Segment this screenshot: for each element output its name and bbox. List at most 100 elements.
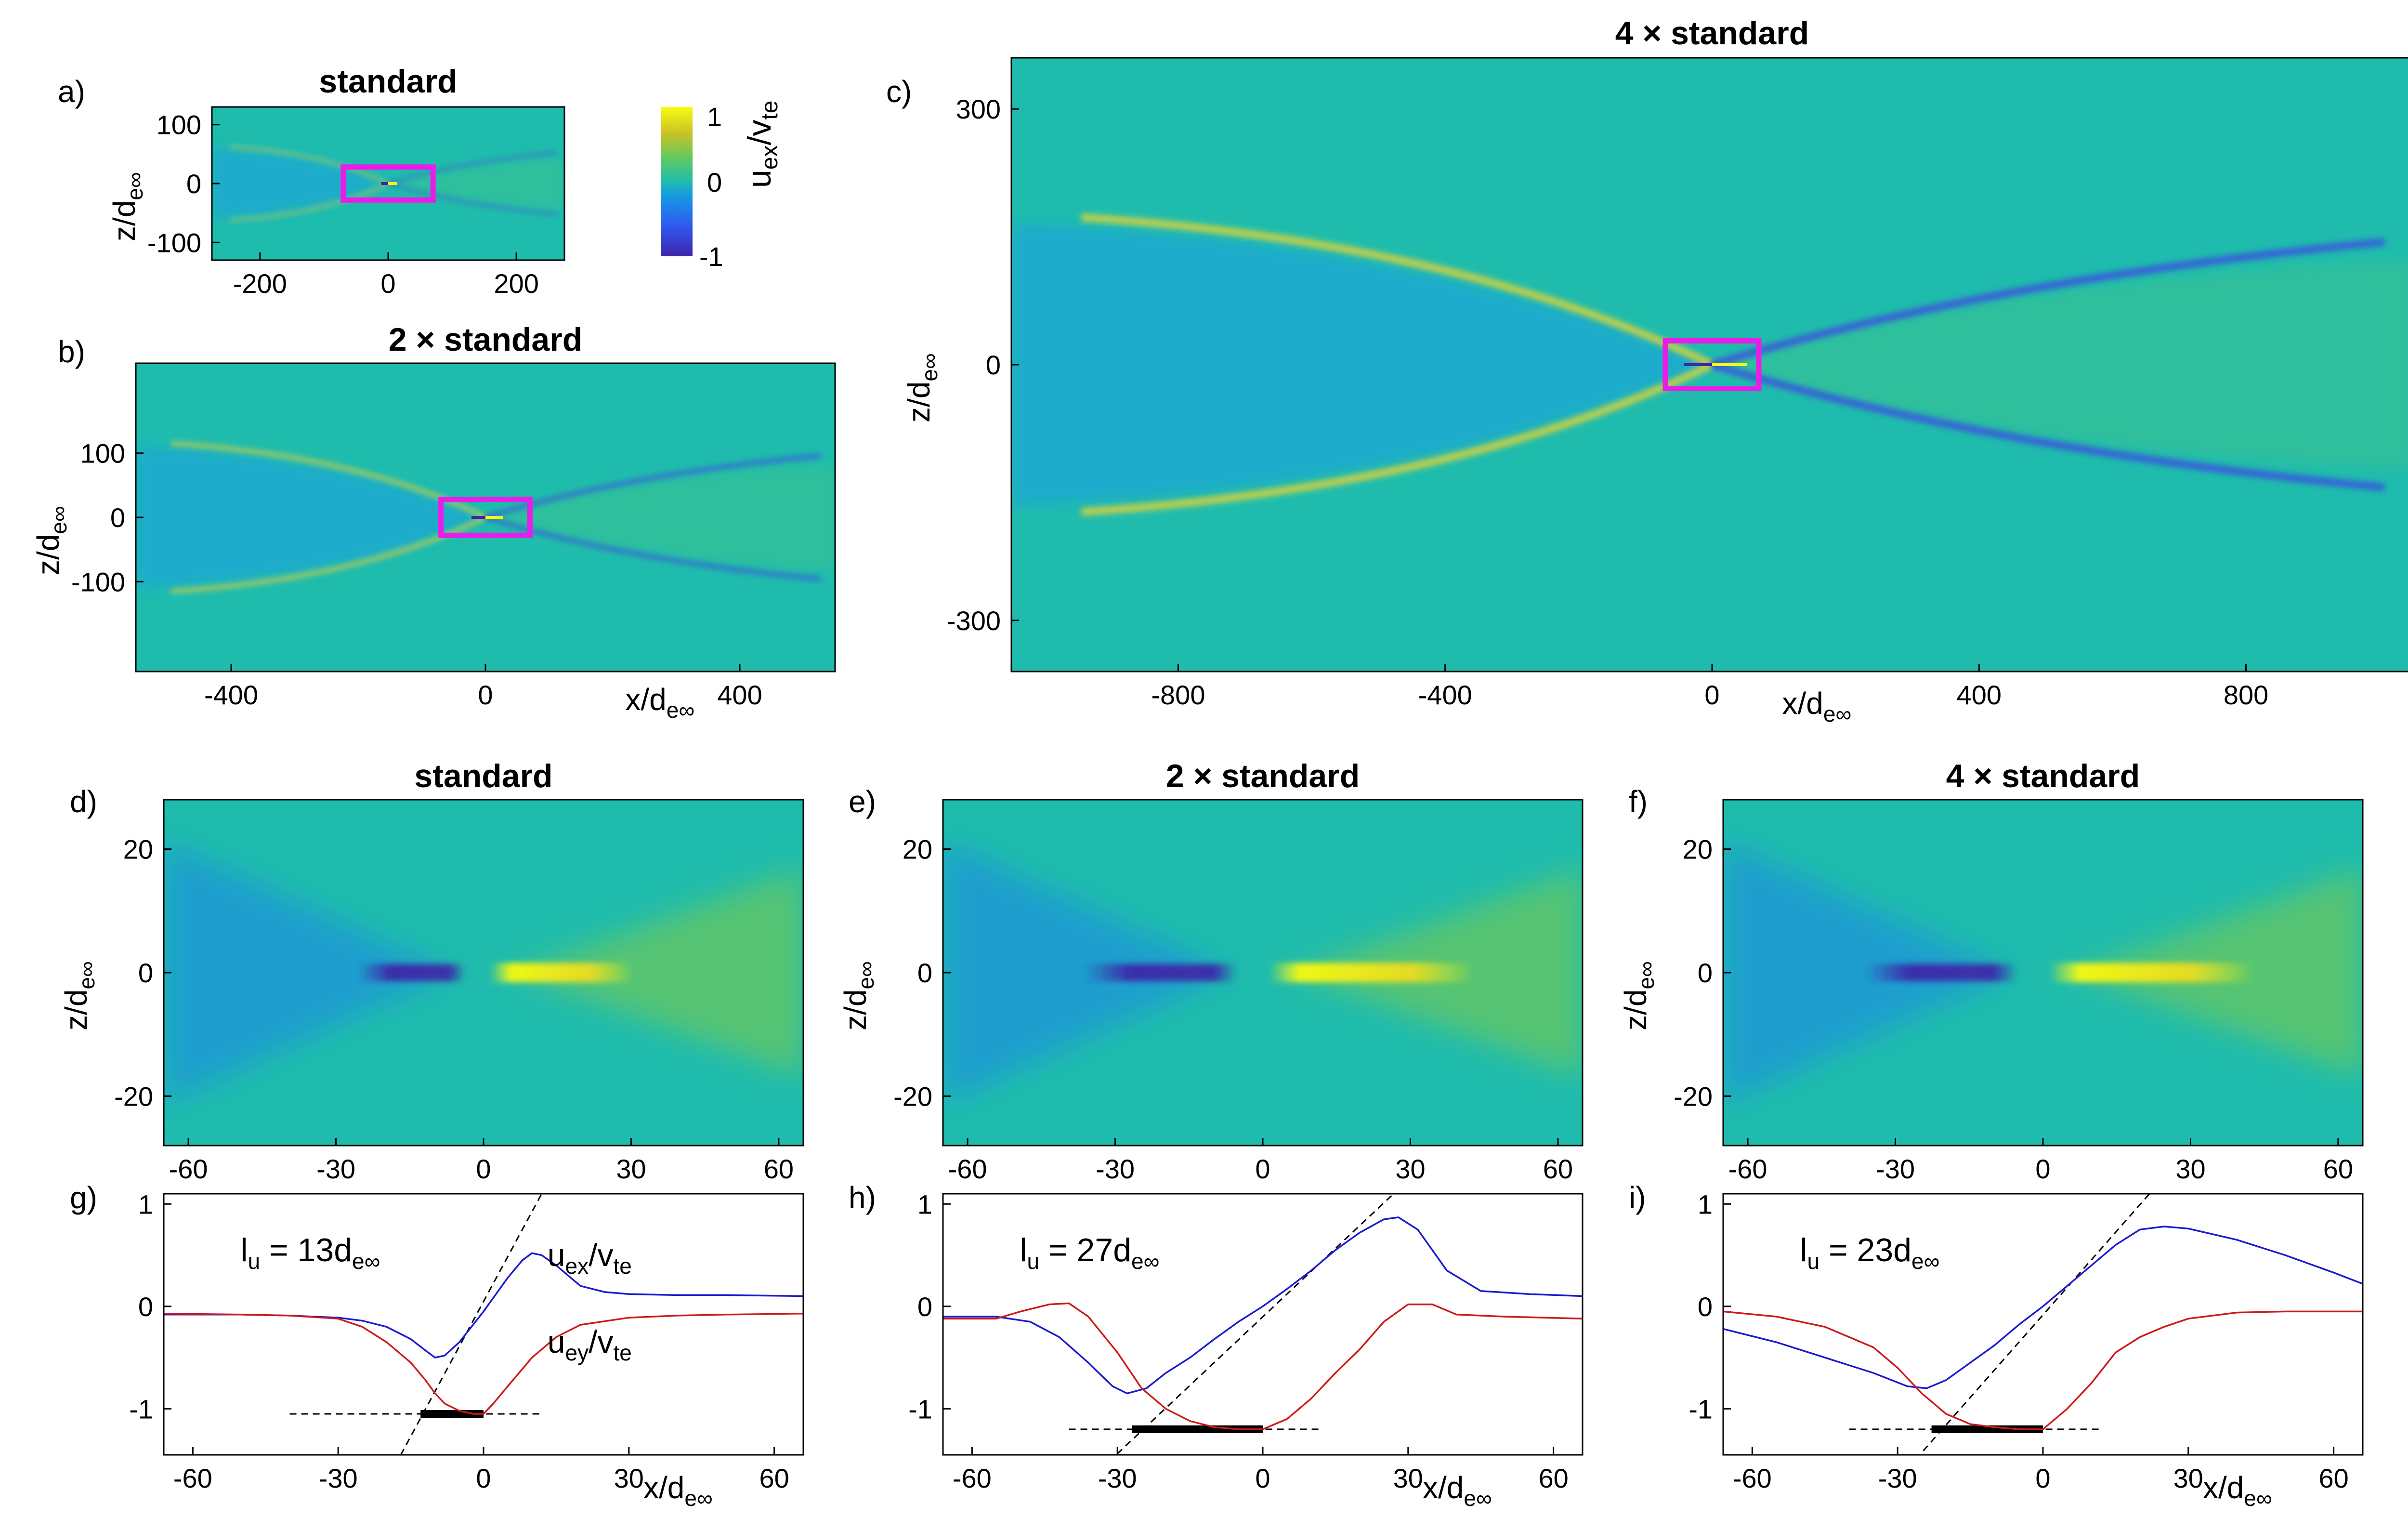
xtick-label: -30 [316,1154,355,1184]
panel-i: lu = 23de∞ -60 -30 0 30 60 1 0 -1 i) x/de∞ [1629,1180,2364,1511]
heatmap-c [1011,58,2408,672]
fit-line [1919,1194,2150,1455]
panel-label: a) [58,74,85,109]
panel-label: c) [886,74,912,109]
ytick-label: 0 [1698,958,1713,988]
x-axis-label: x/de∞ [2203,1470,2272,1511]
series-uey [164,1312,803,1415]
xtick-label: -400 [1418,680,1472,710]
xtick-label: 60 [759,1463,789,1493]
ytick-label: -1 [908,1394,932,1424]
lines-i [1723,1194,2363,1455]
xtick-label: 30 [1395,1154,1425,1184]
x-axis-label: x/de∞ [625,682,694,723]
outflow-region-right [485,465,835,570]
y-axis-label: z/de∞ [59,961,99,1030]
zoom-box [438,497,533,538]
xtick-label: 0 [478,680,493,710]
plot-background [943,1194,1583,1455]
plot-background [1723,1194,2363,1455]
panel-e: -60 -30 0 30 60 20 0 -20 e) 2 × standard z/de∞ [838,758,1584,1184]
series-uey [1723,1310,2363,1430]
jet-negative [1084,964,1237,981]
y-axis-label: z/de∞ [107,172,147,241]
lu-annotation: lu = 13de∞ [240,1232,380,1274]
y-axis-label: z/de∞ [902,353,942,422]
xtick-label: 0 [2035,1154,2050,1184]
ytick-label: 20 [123,834,153,865]
outflow-region-right [388,157,564,210]
jet-positive [388,182,397,185]
panel-a: -200 0 200 100 0 -100 a) standard z/de∞ [58,63,565,299]
xtick-label: 30 [616,1154,646,1184]
colorbar-tick-min: -1 [699,241,723,272]
panel-label: h) [849,1180,876,1215]
panel-label: g) [70,1180,97,1215]
outflow-region-left [212,148,388,219]
panel-f: -60 -30 0 30 60 20 0 -20 f) 4 × standard z/de∞ [1618,758,2364,1184]
xtick-label: -30 [319,1463,358,1493]
panel-g: lu = 13de∞ uex/vte uey/vte -60 -30 0 30 60 1 0 -1 g… [70,1180,804,1511]
outflow-region-left [1011,223,1712,506]
xtick-label: 0 [1704,680,1719,710]
xtick-label: -800 [1151,680,1205,710]
panel-label: i) [1629,1180,1646,1215]
panel-title: 2 × standard [1166,758,1360,794]
panel-title: 2 × standard [389,321,583,358]
curve-label-blue: uex/vte [548,1237,632,1279]
xtick-label: 400 [717,680,762,710]
series-uex [1723,1226,2363,1389]
xtick-label: 200 [494,268,538,299]
ytick-label: -1 [129,1394,153,1424]
colorbar-tick-max: 1 [707,102,722,132]
xtick-label: -60 [1733,1463,1772,1493]
ytick-label: 0 [1698,1292,1713,1322]
xtick-label: 0 [1255,1463,1270,1493]
panel-c: -800 -400 0 400 800 300 0 -300 c) 4 × standard z/d… [886,15,2408,726]
xtick-label: -30 [1096,1154,1135,1184]
heatmap-f [1723,800,2363,1146]
xtick-label: -30 [1098,1463,1137,1493]
colorbar-tick-zero: 0 [707,167,722,198]
ytick-label: 20 [1683,834,1713,865]
panel-label: b) [58,334,85,369]
lines-g [164,1194,803,1455]
xtick-label: 0 [380,268,395,299]
lu-annotation: lu = 27de∞ [1020,1232,1159,1274]
heatmap-b [136,363,835,672]
panel-h: lu = 27de∞ -60 -30 0 30 60 1 0 -1 h) x/de∞ [849,1180,1584,1511]
lu-annotation: lu = 23de∞ [1800,1232,1939,1274]
ytick-label: 0 [138,1292,153,1322]
zoom-box [340,164,436,203]
xtick-label: -60 [1728,1154,1767,1184]
inflow-wedge-left [164,841,452,1104]
jet-positive [2049,963,2254,982]
separatrix-lower-right [1711,361,2385,491]
xtick-label: -30 [1876,1154,1915,1184]
x-axis-label: x/de∞ [643,1470,713,1511]
lines-h [943,1194,1583,1455]
xtick-label: 30 [1393,1463,1423,1493]
xtick-label: 800 [2224,680,2268,710]
ytick-label: 0 [917,1292,932,1322]
xtick-label: -60 [953,1463,992,1493]
outflow-region-right [1712,260,2408,469]
ytick-label: 0 [138,958,153,988]
ytick-label: 0 [110,502,125,533]
panel-label: e) [849,784,876,819]
ytick-label: 100 [80,438,125,469]
panel-title: standard [319,63,457,100]
panel-d: -60 -30 0 30 60 20 0 -20 d) standard z/de∞ [59,758,804,1184]
panel-label: d) [70,784,97,819]
separatrix-lower-left [1081,361,1714,516]
xtick-label: -200 [233,268,287,299]
jet-negative [1684,363,1712,366]
xtick-label: -60 [173,1463,212,1493]
series-uex [943,1216,1583,1395]
xtick-label: -60 [948,1154,987,1184]
colorbar-label: uex/vte [741,101,783,188]
xtick-label: 0 [1255,1154,1270,1184]
separatrix-lower-right [388,183,558,215]
separatrix-upper-right [1711,238,2385,369]
